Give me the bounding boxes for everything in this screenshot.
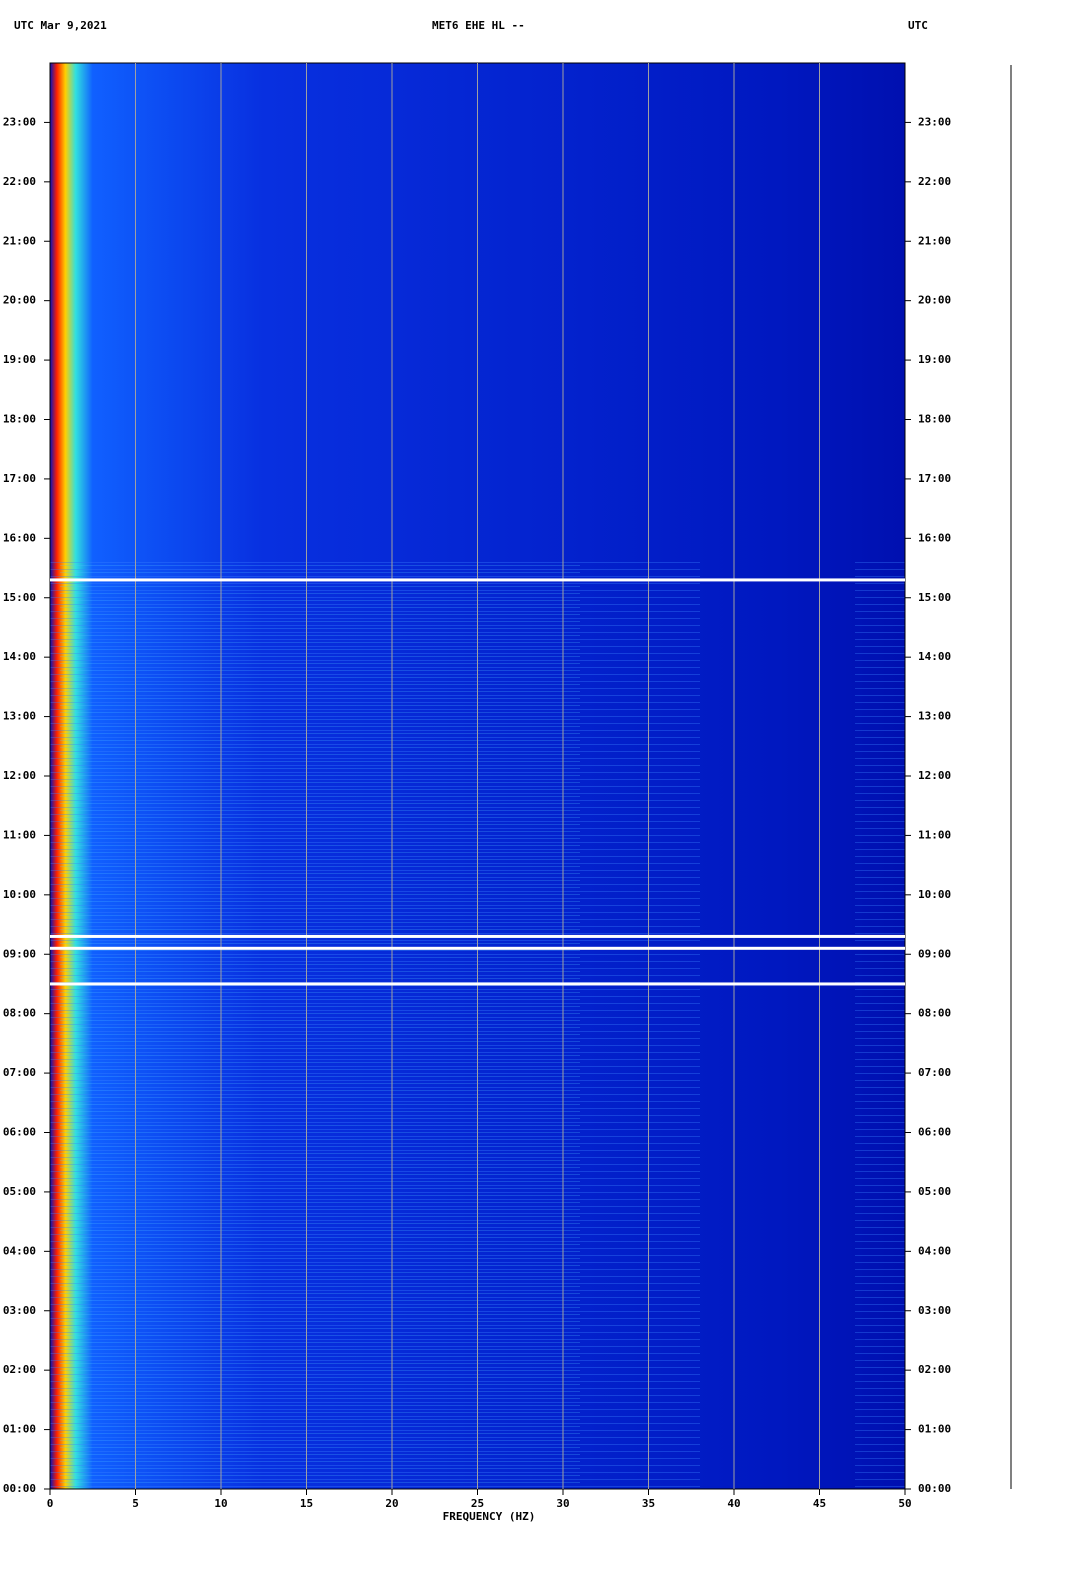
y-tick-label: 11:00: [918, 828, 951, 841]
y-tick-label: 02:00: [3, 1363, 36, 1376]
y-tick-label: 12:00: [3, 769, 36, 782]
y-tick-label: 18:00: [918, 413, 951, 426]
y-tick-label: 10:00: [918, 888, 951, 901]
x-tick-label: 30: [556, 1497, 569, 1510]
y-tick-label: 03:00: [3, 1304, 36, 1317]
y-tick-label: 19:00: [918, 353, 951, 366]
y-tick-label: 21:00: [918, 234, 951, 247]
x-tick-label: 20: [385, 1497, 398, 1510]
y-tick-label: 09:00: [918, 947, 951, 960]
y-tick-label: 01:00: [918, 1423, 951, 1436]
y-tick-label: 05:00: [918, 1185, 951, 1198]
y-tick-label: 04:00: [3, 1244, 36, 1257]
y-tick-label: 14:00: [3, 650, 36, 663]
x-tick-label: 25: [471, 1497, 484, 1510]
data-gap: [50, 934, 905, 938]
y-tick-label: 18:00: [3, 413, 36, 426]
x-tick-label: 35: [642, 1497, 655, 1510]
chart-title: MET6 EHE HL --: [432, 19, 525, 32]
x-tick-label: 15: [300, 1497, 313, 1510]
x-tick-label: 10: [214, 1497, 227, 1510]
y-tick-label: 20:00: [918, 294, 951, 307]
y-tick-label: 00:00: [918, 1482, 951, 1495]
data-gap: [50, 946, 905, 950]
y-tick-label: 06:00: [3, 1126, 36, 1139]
y-tick-label: 15:00: [3, 591, 36, 604]
y-tick-label: 01:00: [3, 1423, 36, 1436]
y-tick-label: 00:00: [3, 1482, 36, 1495]
y-tick-label: 13:00: [3, 710, 36, 723]
y-tick-label: 02:00: [918, 1363, 951, 1376]
x-tick-label: 50: [898, 1497, 911, 1510]
y-tick-label: 22:00: [3, 175, 36, 188]
y-tick-label: 22:00: [918, 175, 951, 188]
y-tick-label: 17:00: [918, 472, 951, 485]
y-tick-label: 11:00: [3, 828, 36, 841]
y-tick-label: 07:00: [918, 1066, 951, 1079]
y-tick-label: 10:00: [3, 888, 36, 901]
data-gap: [50, 982, 905, 986]
y-tick-label: 08:00: [3, 1007, 36, 1020]
y-tick-label: 20:00: [3, 294, 36, 307]
y-tick-label: 09:00: [3, 947, 36, 960]
y-tick-label: 13:00: [918, 710, 951, 723]
y-tick-label: 14:00: [918, 650, 951, 663]
y-tick-label: 19:00: [3, 353, 36, 366]
y-tick-label: 23:00: [3, 115, 36, 128]
x-tick-label: 45: [813, 1497, 826, 1510]
x-tick-label: 0: [47, 1497, 54, 1510]
y-tick-label: 03:00: [918, 1304, 951, 1317]
title-right: UTC: [908, 19, 928, 32]
y-tick-label: 05:00: [3, 1185, 36, 1198]
y-tick-label: 07:00: [3, 1066, 36, 1079]
data-gap: [50, 578, 905, 582]
x-tick-label: 40: [727, 1497, 740, 1510]
y-tick-label: 04:00: [918, 1244, 951, 1257]
y-tick-label: 08:00: [918, 1007, 951, 1020]
y-tick-label: 12:00: [918, 769, 951, 782]
x-tick-label: 5: [132, 1497, 139, 1510]
y-tick-label: 15:00: [918, 591, 951, 604]
y-tick-label: 17:00: [3, 472, 36, 485]
y-tick-label: 16:00: [918, 531, 951, 544]
title-left: UTC Mar 9,2021: [14, 19, 107, 32]
y-tick-label: 21:00: [3, 234, 36, 247]
x-axis-label: FREQUENCY (HZ): [443, 1510, 536, 1523]
y-tick-label: 16:00: [3, 531, 36, 544]
y-tick-label: 23:00: [918, 115, 951, 128]
y-tick-label: 06:00: [918, 1126, 951, 1139]
